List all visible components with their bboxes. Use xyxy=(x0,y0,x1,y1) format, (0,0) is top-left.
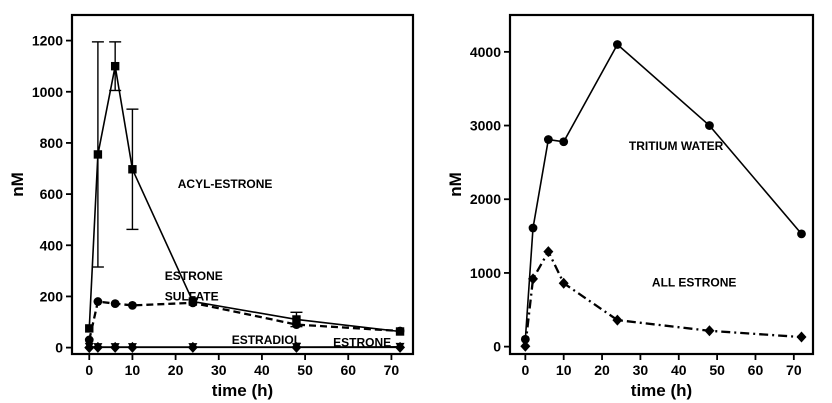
data-point xyxy=(127,341,138,353)
data-point xyxy=(292,315,301,324)
y-tick-label: 2000 xyxy=(470,191,501,207)
series-line xyxy=(88,66,401,333)
y-tick-label: 0 xyxy=(55,340,63,356)
data-point xyxy=(110,61,120,71)
x-tick-label: 40 xyxy=(254,362,270,378)
y-axis-label: nM xyxy=(446,172,465,197)
data-point xyxy=(543,135,553,144)
annotation-label: ESTRONE xyxy=(333,335,391,349)
plot-frame xyxy=(508,13,815,356)
data-point xyxy=(187,341,198,353)
data-point xyxy=(559,137,569,147)
x-tick-label: 50 xyxy=(709,362,725,378)
annotation-label: ESTRONE xyxy=(165,269,223,283)
x-tick-label: 10 xyxy=(125,362,141,378)
y-axis-label: nM xyxy=(8,172,27,197)
x-tick-label: 30 xyxy=(633,362,649,378)
x-tick-label: 70 xyxy=(786,362,802,378)
data-point xyxy=(291,341,302,353)
y-tick-label: 1000 xyxy=(470,265,501,281)
series-estrone-sulfate xyxy=(84,297,405,345)
data-point xyxy=(85,324,94,333)
data-point xyxy=(528,223,538,233)
chart-panel-2: 0 10 20 30 40 50 60 70 0 1000 2000 3000 4000 time (h)… xyxy=(446,13,815,400)
data-point xyxy=(797,229,806,239)
series-all-estrone xyxy=(520,246,807,352)
x-tick-label: 40 xyxy=(671,362,687,378)
x-tick-label: 0 xyxy=(521,362,529,378)
plot-frame xyxy=(70,13,415,356)
annotation-label: SULFATE xyxy=(165,289,219,303)
y-tick-label: 400 xyxy=(40,237,64,253)
x-tick-label: 20 xyxy=(168,362,184,378)
y-tick-label: 1200 xyxy=(32,33,63,49)
data-point xyxy=(110,299,120,308)
annotation-label: ACYL-ESTRONE xyxy=(178,177,273,191)
y-tick-label: 0 xyxy=(493,339,501,355)
y-tick-label: 4000 xyxy=(470,44,501,60)
y-tick-label: 3000 xyxy=(470,118,501,134)
x-axis-label: time (h) xyxy=(631,381,692,400)
data-point xyxy=(612,40,622,49)
data-point xyxy=(704,325,715,337)
annotation-label: TRITIUM WATER xyxy=(629,139,724,153)
x-tick-label: 20 xyxy=(594,362,610,378)
data-point xyxy=(93,297,103,306)
y-tick-label: 600 xyxy=(40,186,64,202)
data-point xyxy=(543,246,554,258)
x-tick-label: 60 xyxy=(748,362,764,378)
series-acyl-estrone xyxy=(85,41,405,336)
data-point xyxy=(796,331,807,343)
y-tick-label: 800 xyxy=(40,135,64,151)
data-point xyxy=(528,273,539,285)
data-point xyxy=(292,320,301,329)
y-tick-label: 1000 xyxy=(32,84,63,100)
data-point xyxy=(92,341,103,353)
data-point xyxy=(110,341,121,353)
data-point xyxy=(558,277,569,289)
series-estrone xyxy=(84,341,406,354)
data-point xyxy=(188,298,198,308)
x-tick-label: 70 xyxy=(384,362,400,378)
x-tick-label: 0 xyxy=(85,362,93,378)
series-tritium-water xyxy=(520,40,806,344)
data-point xyxy=(84,335,94,345)
y-tick-label: 200 xyxy=(40,288,64,304)
annotation-label: ESTRADIOL xyxy=(232,333,301,347)
x-axis-label: time (h) xyxy=(212,381,273,400)
x-tick-label: 50 xyxy=(297,362,313,378)
series-line xyxy=(524,43,803,340)
data-point xyxy=(705,121,714,130)
series-line xyxy=(524,249,802,347)
data-point xyxy=(128,165,137,174)
data-point xyxy=(395,341,406,353)
x-tick-label: 30 xyxy=(211,362,227,378)
data-point xyxy=(128,300,137,310)
data-point xyxy=(395,326,405,336)
data-point xyxy=(520,340,531,352)
data-point xyxy=(612,314,623,326)
x-tick-label: 60 xyxy=(340,362,356,378)
data-point xyxy=(93,150,103,159)
chart-panel-1: 0 10 20 30 40 50 60 70 0 200 400 600 800 1000 1200 time… xyxy=(8,13,415,400)
annotation-label: ALL ESTRONE xyxy=(652,276,736,290)
x-tick-label: 10 xyxy=(556,362,572,378)
data-point xyxy=(84,342,95,354)
